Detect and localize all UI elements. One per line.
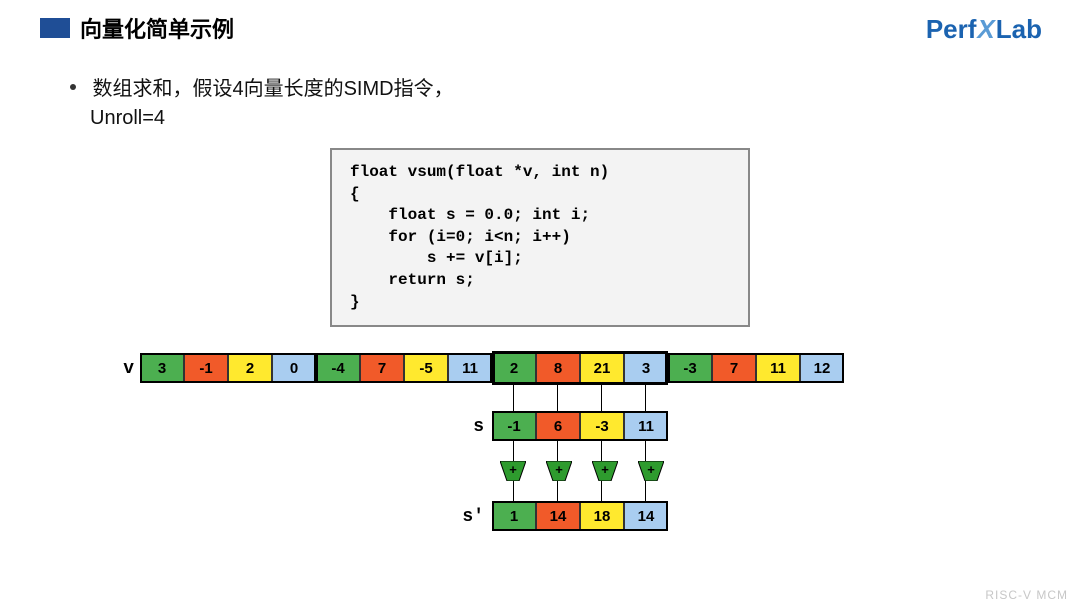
conn-add-sp-3: [645, 481, 646, 501]
vector-v-label: v: [104, 359, 134, 379]
conn-s-add-0: [513, 441, 514, 461]
logo-part2: Lab: [996, 14, 1042, 44]
logo-part1: Perf: [926, 14, 977, 44]
conn-v-s-0: [513, 383, 514, 411]
v-group-3-border: [668, 353, 844, 383]
conn-v-s-3: [645, 383, 646, 411]
logo-x: X: [976, 14, 995, 44]
vector-s-label: s: [454, 417, 484, 437]
conn-v-s-1: [557, 383, 558, 411]
adder-icon: +: [546, 461, 572, 481]
header-accent-bar: [40, 18, 70, 38]
conn-add-sp-2: [601, 481, 602, 501]
conn-s-add-2: [601, 441, 602, 461]
bullet-line1: 数组求和，假设4向量长度的SIMD指令，: [92, 78, 453, 100]
bullet-line2: Unroll=4: [0, 101, 1080, 130]
bullet-dot: [70, 84, 76, 90]
v-group-1-border: [316, 353, 492, 383]
perfxlab-logo: PerfXLab: [926, 14, 1042, 45]
adder-icon: +: [500, 461, 526, 481]
watermark: RISC-V MCM: [985, 588, 1068, 602]
simd-diagram: v 3-120-47-51128213-371112 s -16-311 +++…: [0, 353, 1080, 573]
conn-v-s-2: [601, 383, 602, 411]
conn-add-sp-1: [557, 481, 558, 501]
v-group-2-border: [492, 351, 668, 385]
adder-icon: +: [592, 461, 618, 481]
code-block: float vsum(float *v, int n) { float s = …: [330, 148, 750, 327]
v-group-0-border: [140, 353, 316, 383]
vector-sp-label: s': [450, 507, 484, 527]
page-title: 向量化简单示例: [80, 12, 234, 44]
adder-row: + + + +: [500, 461, 664, 481]
adder-icon: +: [638, 461, 664, 481]
sp-border: [492, 501, 668, 531]
conn-add-sp-0: [513, 481, 514, 501]
conn-s-add-1: [557, 441, 558, 461]
s-border: [492, 411, 668, 441]
conn-s-add-3: [645, 441, 646, 461]
